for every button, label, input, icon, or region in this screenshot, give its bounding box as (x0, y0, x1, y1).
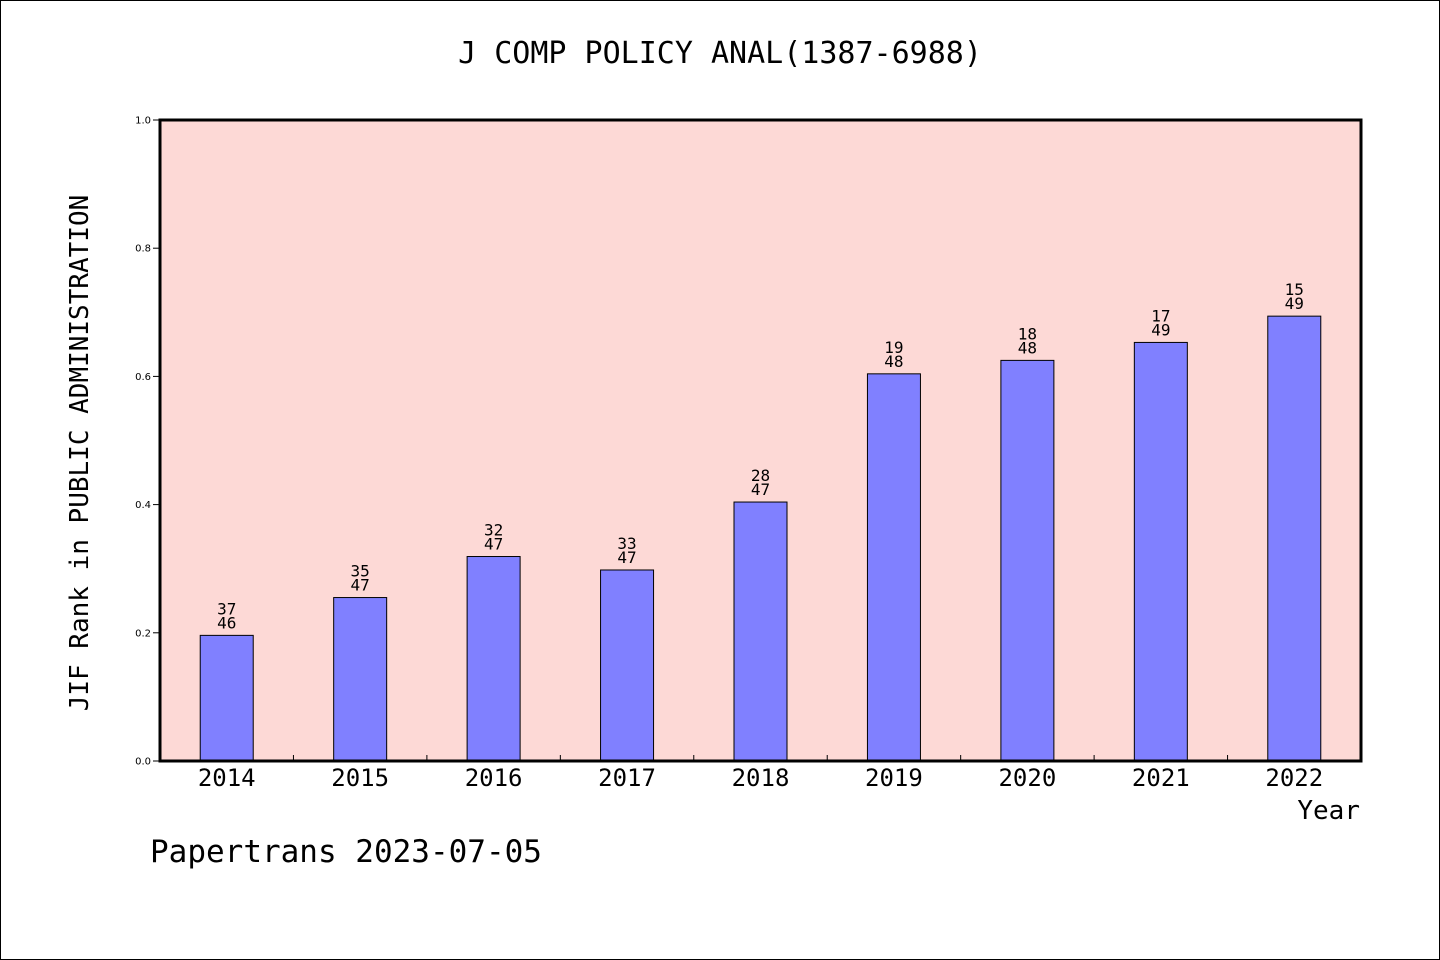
bar-2017 (600, 569, 655, 762)
bar-total-label: 48 (1018, 338, 1037, 357)
bar-total-label: 49 (1285, 294, 1304, 313)
bar-total-label: 47 (617, 548, 636, 567)
footer-credit: Papertrans 2023-07-05 (150, 834, 542, 870)
bar-2016 (466, 556, 521, 762)
bar-rank-label: 35 (351, 562, 370, 581)
x-tick-label: 2015 (331, 764, 389, 792)
bar-rank-label: 28 (751, 466, 770, 485)
bar-2021 (1133, 341, 1188, 762)
chart-title: J COMP POLICY ANAL(1387-6988) (458, 36, 982, 71)
y-tick-label: 0.4 (135, 500, 151, 511)
bar-2020 (1000, 359, 1055, 762)
x-tick-label: 2017 (598, 764, 656, 792)
bar-rank-label: 19 (884, 338, 903, 357)
bar-total-label: 49 (1151, 320, 1170, 339)
bar-total-label: 47 (751, 480, 770, 499)
x-axis-label: Year (1297, 796, 1360, 826)
bar-rank-label: 18 (1018, 324, 1037, 343)
x-tick-label: 2019 (865, 764, 923, 792)
x-tick-label: 2022 (1265, 764, 1323, 792)
x-tick-label: 2018 (732, 764, 790, 792)
bar-2018 (733, 501, 788, 762)
bar-rank-label: 15 (1285, 280, 1304, 299)
bar-rank-label: 33 (617, 534, 636, 553)
x-tick-label: 2016 (465, 764, 523, 792)
bar-total-label: 47 (351, 576, 370, 595)
y-tick-label: 0.2 (135, 628, 151, 639)
bar-2014 (199, 634, 254, 762)
bar-total-label: 48 (884, 352, 903, 371)
bar-total-label: 46 (217, 613, 236, 632)
y-tick-label: 1.0 (135, 116, 151, 127)
y-tick-label: 0.6 (135, 372, 151, 383)
plot-border (158, 118, 1363, 763)
x-tick-label: 2020 (998, 764, 1056, 792)
bar-2019 (866, 373, 921, 762)
x-tick-label: 2021 (1132, 764, 1190, 792)
bar-rank-label: 37 (217, 599, 236, 618)
x-tick-label: 2014 (198, 764, 256, 792)
y-tick-label: 0.0 (135, 757, 151, 768)
bar-2022 (1267, 315, 1322, 762)
bar-total-label: 47 (484, 535, 503, 554)
bar-rank-label: 17 (1151, 306, 1170, 325)
bar-2015 (333, 597, 388, 762)
bar-rank-label: 32 (484, 521, 503, 540)
y-tick-label: 0.8 (135, 244, 151, 255)
